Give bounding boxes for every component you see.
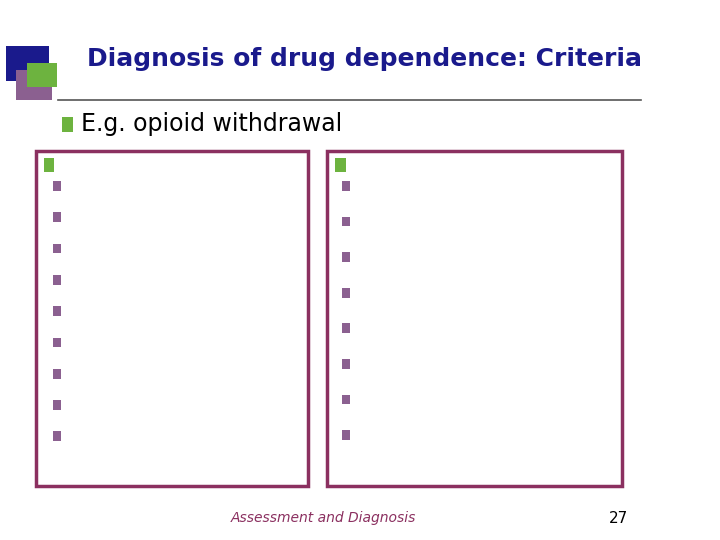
FancyBboxPatch shape: [342, 395, 350, 404]
Text: Diarrhea: Diarrhea: [356, 250, 422, 265]
Text: Sweating: Sweating: [67, 304, 138, 319]
Text: Restlessness: Restlessness: [356, 214, 454, 230]
Text: Chills: Chills: [356, 357, 397, 372]
Text: Muscular spasm, pain: Muscular spasm, pain: [356, 321, 522, 336]
FancyBboxPatch shape: [61, 117, 73, 132]
FancyBboxPatch shape: [27, 63, 57, 87]
Text: Anxiety: Anxiety: [67, 179, 125, 194]
Text: Assessment and Diagnosis: Assessment and Diagnosis: [231, 511, 417, 525]
FancyBboxPatch shape: [342, 323, 350, 333]
Text: E.g. opioid withdrawal: E.g. opioid withdrawal: [81, 112, 342, 136]
FancyBboxPatch shape: [53, 181, 61, 191]
Text: Dilated pupils: Dilated pupils: [67, 398, 172, 413]
FancyBboxPatch shape: [53, 275, 61, 285]
FancyBboxPatch shape: [336, 158, 346, 172]
FancyBboxPatch shape: [16, 70, 52, 100]
FancyBboxPatch shape: [53, 431, 61, 441]
FancyBboxPatch shape: [53, 306, 61, 316]
FancyBboxPatch shape: [342, 217, 350, 226]
FancyBboxPatch shape: [53, 400, 61, 410]
FancyBboxPatch shape: [342, 252, 350, 262]
FancyBboxPatch shape: [53, 369, 61, 379]
FancyBboxPatch shape: [342, 359, 350, 369]
Text: Early symptoms: Early symptoms: [60, 156, 221, 174]
FancyBboxPatch shape: [35, 151, 307, 486]
FancyBboxPatch shape: [44, 158, 55, 172]
Text: Running nose: Running nose: [67, 335, 171, 350]
FancyBboxPatch shape: [342, 430, 350, 440]
Text: Yawning: Yawning: [67, 241, 129, 256]
Text: Increased heart rate,: Increased heart rate,: [356, 386, 517, 401]
Text: Increased temperature: Increased temperature: [356, 428, 531, 443]
Text: Delayed symptoms: Delayed symptoms: [351, 156, 543, 174]
FancyBboxPatch shape: [53, 244, 61, 253]
FancyBboxPatch shape: [6, 46, 48, 81]
Text: Diagnosis of drug dependence: Criteria: Diagnosis of drug dependence: Criteria: [87, 48, 642, 71]
Text: Abdominal cramps: Abdominal cramps: [67, 429, 210, 444]
FancyBboxPatch shape: [327, 151, 622, 486]
Text: 27: 27: [609, 511, 629, 526]
FancyBboxPatch shape: [53, 338, 61, 347]
Text: Restlessness: Restlessness: [67, 210, 165, 225]
Text: blood pressure: blood pressure: [356, 402, 469, 417]
FancyBboxPatch shape: [342, 181, 350, 191]
FancyBboxPatch shape: [53, 212, 61, 222]
Text: Vomiting: Vomiting: [356, 286, 423, 301]
Text: Nausea: Nausea: [67, 273, 124, 288]
Text: Severe Anxiety: Severe Anxiety: [356, 179, 472, 194]
Text: Running eyes: Running eyes: [67, 367, 170, 382]
FancyBboxPatch shape: [342, 288, 350, 298]
